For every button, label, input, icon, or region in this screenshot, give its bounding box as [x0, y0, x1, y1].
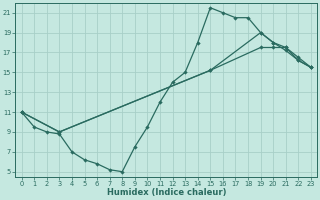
X-axis label: Humidex (Indice chaleur): Humidex (Indice chaleur) [107, 188, 226, 197]
